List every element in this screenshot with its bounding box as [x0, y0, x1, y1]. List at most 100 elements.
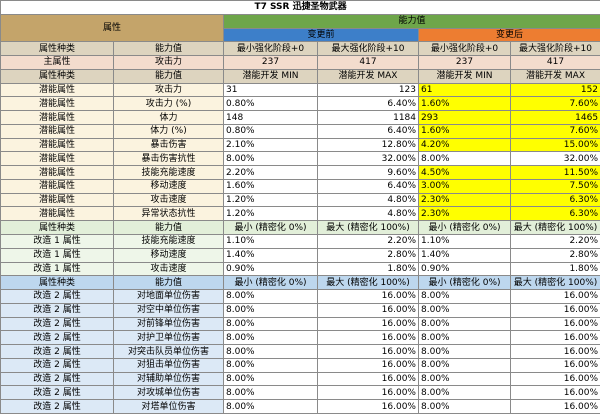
mod2-after-max: 16.00%: [511, 345, 600, 359]
potential-after-min: 293: [419, 111, 511, 125]
mod2-type: 改造 2 属性: [1, 400, 114, 414]
sheet-title: T7 SSR 迅捷圣物武器: [1, 1, 600, 15]
potential-before-max: 9.60%: [318, 166, 419, 180]
mod2-before-max: 16.00%: [318, 372, 419, 386]
potential-type: 潜能属性: [1, 124, 114, 138]
potential-before-min: 1.20%: [224, 193, 318, 207]
potential-before-min: 8.00%: [224, 152, 318, 166]
potential-col-header-after-max: 潜能开发 MAX: [511, 69, 600, 83]
potential-after-min: 2.30%: [419, 207, 511, 221]
mod2-col-header-type: 属性种类: [1, 276, 114, 290]
mod2-col-header-before-max: 最大 (精密化 100%): [318, 276, 419, 290]
mod1-before-max: 2.20%: [318, 235, 419, 249]
mod1-after-max: 2.20%: [511, 235, 600, 249]
mod2-before-min: 8.00%: [224, 303, 318, 317]
potential-before-max: 32.00%: [318, 152, 419, 166]
potential-value-name: 移动速度: [114, 179, 224, 193]
potential-before-min: 0.80%: [224, 97, 318, 111]
potential-after-max: 6.30%: [511, 207, 600, 221]
main-attr-before-max: 417: [318, 56, 419, 70]
mod1-col-header-after-max: 最大 (精密化 100%): [511, 221, 600, 235]
header-property: 属性: [1, 14, 224, 42]
mod2-before-min: 8.00%: [224, 345, 318, 359]
mod2-type: 改造 2 属性: [1, 386, 114, 400]
mod1-before-min: 1.10%: [224, 235, 318, 249]
mod2-value-name: 对前锋单位伤害: [114, 317, 224, 331]
mod2-before-max: 16.00%: [318, 317, 419, 331]
potential-type: 潜能属性: [1, 152, 114, 166]
mod2-type: 改造 2 属性: [1, 290, 114, 304]
mod2-before-max: 16.00%: [318, 303, 419, 317]
potential-value-name: 攻击速度: [114, 193, 224, 207]
potential-before-min: 2.10%: [224, 138, 318, 152]
mod2-after-max: 16.00%: [511, 331, 600, 345]
mod2-after-max: 16.00%: [511, 400, 600, 414]
potential-before-min: 2.20%: [224, 166, 318, 180]
potential-type: 潜能属性: [1, 193, 114, 207]
potential-row: 潜能属性体力 (%)0.80%6.40%1.60%7.60%: [1, 124, 600, 138]
mod2-before-max: 16.00%: [318, 345, 419, 359]
mod2-after-min: 8.00%: [419, 303, 511, 317]
mod2-value-name: 对空中单位伤害: [114, 303, 224, 317]
potential-col-header-value: 能力值: [114, 69, 224, 83]
potential-after-max: 1465: [511, 111, 600, 125]
mod2-type: 改造 2 属性: [1, 358, 114, 372]
mod1-after-min: 1.10%: [419, 235, 511, 249]
potential-type: 潜能属性: [1, 97, 114, 111]
mod2-after-min: 8.00%: [419, 331, 511, 345]
mod2-before-max: 16.00%: [318, 358, 419, 372]
potential-type: 潜能属性: [1, 179, 114, 193]
mod2-after-min: 8.00%: [419, 372, 511, 386]
potential-after-min: 61: [419, 83, 511, 97]
mod2-type: 改造 2 属性: [1, 317, 114, 331]
mod2-value-name: 对狙击单位伤害: [114, 358, 224, 372]
mod2-before-min: 8.00%: [224, 386, 318, 400]
mod2-after-min: 8.00%: [419, 317, 511, 331]
potential-after-max: 15.00%: [511, 138, 600, 152]
potential-header-row: 属性种类 能力值 潜能开发 MIN 潜能开发 MAX 潜能开发 MIN 潜能开发…: [1, 69, 600, 83]
mod1-value-name: 技能充能速度: [114, 235, 224, 249]
mod2-after-min: 8.00%: [419, 290, 511, 304]
mod2-value-name: 对地面单位伤害: [114, 290, 224, 304]
potential-before-min: 31: [224, 83, 318, 97]
potential-before-max: 123: [318, 83, 419, 97]
potential-type: 潜能属性: [1, 207, 114, 221]
potential-after-min: 2.30%: [419, 193, 511, 207]
potential-before-min: 148: [224, 111, 318, 125]
mod2-col-header-after-min: 最小 (精密化 0%): [419, 276, 511, 290]
mod1-before-max: 1.80%: [318, 262, 419, 276]
mod1-before-min: 0.90%: [224, 262, 318, 276]
mod1-col-header-after-min: 最小 (精密化 0%): [419, 221, 511, 235]
main-attr-value: 攻击力: [114, 56, 224, 70]
potential-col-header-after-min: 潜能开发 MIN: [419, 69, 511, 83]
mod1-type: 改造 1 属性: [1, 235, 114, 249]
main-attr-type: 主属性: [1, 56, 114, 70]
mod2-after-min: 8.00%: [419, 358, 511, 372]
main-attr-after-max: 417: [511, 56, 600, 70]
mod2-after-min: 8.00%: [419, 345, 511, 359]
mod2-col-header-value: 能力值: [114, 276, 224, 290]
potential-after-max: 7.60%: [511, 124, 600, 138]
potential-value-name: 暴击伤害: [114, 138, 224, 152]
mod2-before-min: 8.00%: [224, 290, 318, 304]
potential-type: 潜能属性: [1, 166, 114, 180]
potential-after-max: 6.30%: [511, 193, 600, 207]
mod1-value-name: 移动速度: [114, 248, 224, 262]
header-after-change: 变更后: [419, 28, 600, 42]
col-header-value: 能力值: [114, 42, 224, 56]
potential-value-name: 异常状态抗性: [114, 207, 224, 221]
mod2-value-name: 对护卫单位伤害: [114, 331, 224, 345]
